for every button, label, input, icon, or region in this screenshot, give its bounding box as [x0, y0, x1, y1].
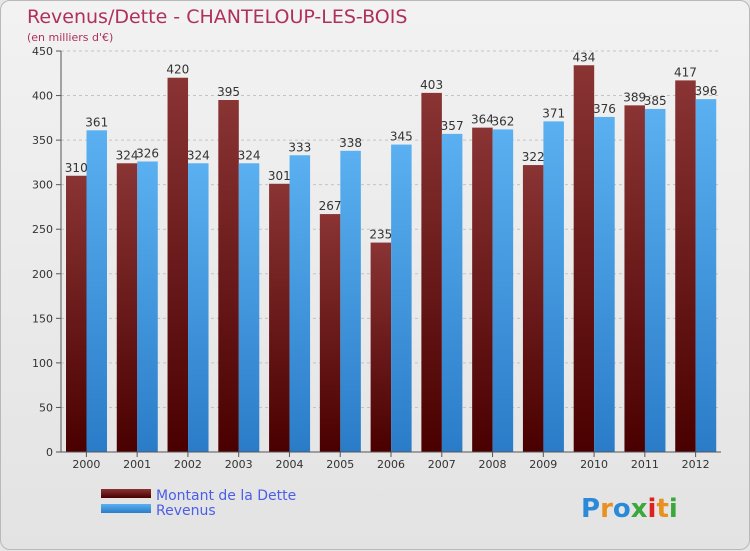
- bar-debt: [522, 165, 544, 452]
- legend-label-revenus: Revenus: [156, 503, 216, 519]
- bar-debt: [167, 77, 189, 452]
- value-label: 324: [238, 148, 261, 162]
- y-tick-label: 0: [46, 446, 53, 459]
- bar-revenus: [289, 155, 311, 452]
- x-tick-label: 2010: [580, 458, 608, 471]
- bar-revenus: [441, 133, 463, 452]
- value-label: 267: [319, 199, 342, 213]
- value-label: 357: [441, 119, 464, 133]
- value-label: 420: [166, 63, 189, 77]
- y-tick-label: 450: [32, 45, 53, 58]
- y-tick-label: 350: [32, 134, 53, 147]
- value-labels: 3103613243264203243953243013332673382353…: [65, 50, 718, 241]
- bar-debt: [675, 80, 696, 452]
- value-label: 310: [65, 161, 88, 175]
- value-label: 235: [369, 228, 392, 242]
- y-axis-ticks: 0 50 100 150 200 250 300 350 400 450: [32, 45, 53, 459]
- value-label: 385: [644, 94, 667, 108]
- legend: Montant de la Dette Revenus: [101, 488, 296, 519]
- bar-debt: [370, 242, 392, 452]
- x-tick-label: 2000: [72, 458, 100, 471]
- x-tick-label: 2007: [428, 458, 456, 471]
- bar-debt: [66, 175, 87, 452]
- value-label: 338: [339, 136, 362, 150]
- bar-debt: [421, 92, 442, 452]
- y-tick-label: 200: [32, 268, 53, 281]
- x-tick-label: 2001: [123, 458, 151, 471]
- bar-debt: [218, 100, 239, 452]
- logo-letter: t: [656, 494, 668, 524]
- bars: [66, 65, 717, 453]
- x-tick-label: 2012: [682, 458, 710, 471]
- y-tick-label: 300: [32, 179, 53, 192]
- y-tick-label: 100: [32, 357, 53, 370]
- logo-letter: x: [631, 494, 648, 524]
- x-axis-ticks: 2000 2001 2002 2003 2004 2005 2006 2007 2008 2009…: [72, 452, 710, 471]
- logo-letter: i: [648, 494, 657, 524]
- legend-swatch-debt: [101, 489, 151, 498]
- logo-letter: r: [600, 494, 613, 524]
- legend-label-debt: Montant de la Dette: [156, 488, 296, 504]
- bar-revenus: [695, 99, 717, 453]
- logo-letter: o: [613, 494, 631, 524]
- value-label: 324: [116, 148, 139, 162]
- y-tick-label: 250: [32, 223, 53, 236]
- x-tick-label: 2009: [529, 458, 557, 471]
- x-tick-label: 2006: [377, 458, 405, 471]
- bar-debt: [269, 183, 290, 452]
- bar-revenus: [340, 150, 361, 452]
- value-label: 362: [491, 114, 514, 128]
- bar-revenus: [543, 121, 564, 453]
- bar-revenus: [188, 163, 209, 452]
- y-tick-label: 150: [32, 312, 53, 325]
- logo-letter: P: [581, 494, 600, 524]
- bar-revenus: [137, 161, 158, 452]
- x-tick-label: 2005: [326, 458, 354, 471]
- proxiti-logo: Proxiti: [581, 494, 678, 524]
- bar-revenus: [86, 130, 107, 452]
- chart-title: Revenus/Dette - CHANTELOUP-LES-BOIS: [27, 6, 407, 28]
- x-tick-label: 2003: [225, 458, 253, 471]
- value-label: 376: [593, 102, 616, 116]
- value-label: 345: [390, 130, 413, 144]
- value-label: 322: [522, 150, 545, 164]
- x-tick-label: 2011: [631, 458, 659, 471]
- value-label: 361: [85, 115, 108, 129]
- value-label: 364: [471, 113, 494, 127]
- bar-revenus: [391, 144, 412, 453]
- bar-revenus: [238, 163, 260, 452]
- logo-letter: i: [669, 494, 678, 524]
- bar-debt: [472, 127, 493, 452]
- bar-debt: [624, 105, 645, 452]
- x-tick-label: 2008: [479, 458, 507, 471]
- value-label: 396: [695, 84, 718, 98]
- value-label: 434: [572, 50, 595, 64]
- value-label: 371: [542, 106, 565, 120]
- value-label: 324: [187, 148, 210, 162]
- bar-debt: [573, 65, 595, 452]
- legend-swatch-revenus: [101, 504, 151, 513]
- value-label: 333: [288, 140, 311, 154]
- svg-text:Proxiti: Proxiti: [581, 494, 678, 524]
- value-label: 417: [674, 65, 697, 79]
- y-tick-label: 50: [39, 401, 53, 414]
- value-label: 389: [623, 90, 646, 104]
- bar-revenus: [594, 116, 615, 452]
- value-label: 395: [217, 85, 240, 99]
- value-label: 301: [268, 169, 291, 183]
- bar-revenus: [644, 108, 666, 452]
- x-tick-label: 2002: [174, 458, 202, 471]
- value-label: 403: [420, 78, 443, 92]
- y-tick-label: 400: [32, 90, 53, 103]
- bar-debt: [319, 214, 341, 452]
- value-label: 326: [136, 146, 159, 160]
- x-tick-label: 2004: [275, 458, 303, 471]
- bar-debt: [116, 163, 138, 452]
- chart-subtitle: (en milliers d'€): [27, 31, 113, 44]
- bar-revenus: [492, 129, 514, 452]
